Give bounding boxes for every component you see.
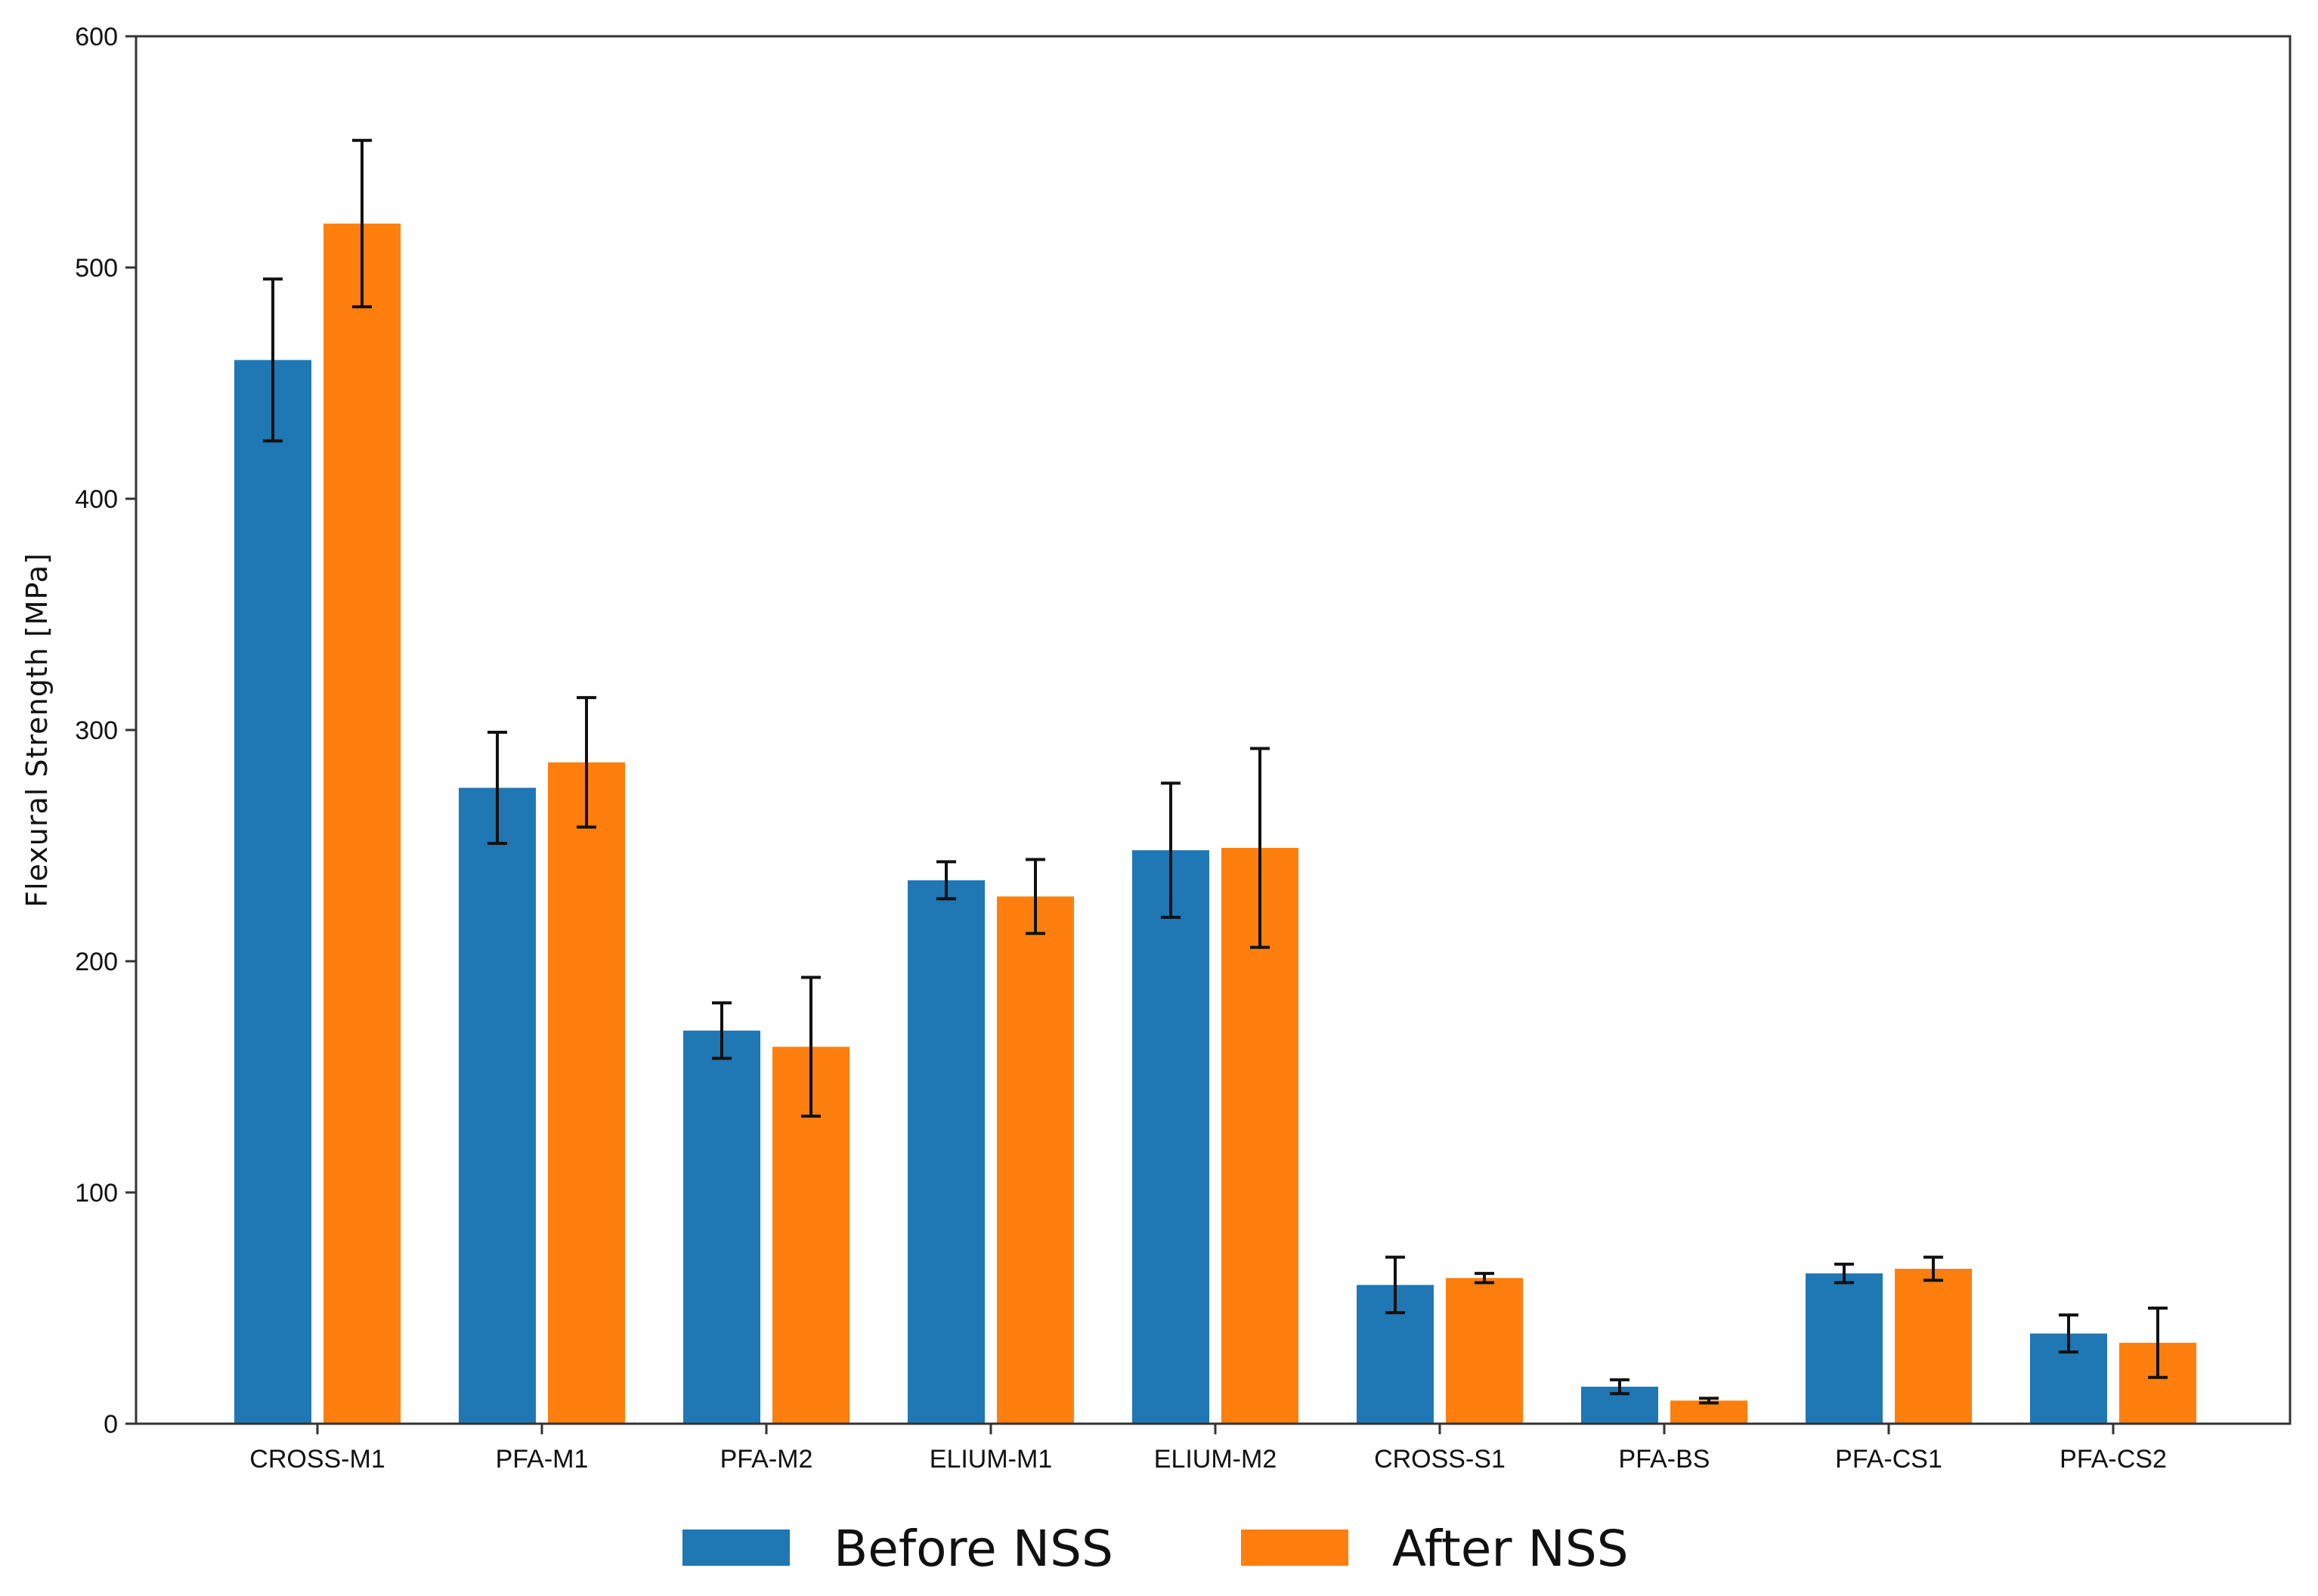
y-tick-label: 300 [75, 716, 118, 745]
error-bar [1475, 1272, 1494, 1285]
legend-label: Before NSS [834, 1520, 1113, 1578]
error-bar [1026, 858, 1045, 936]
y-tick-label: 100 [75, 1179, 118, 1208]
bar-after-nss-cross-s1 [1446, 1278, 1523, 1424]
bars-layer [234, 223, 2196, 1424]
x-tick-label: ELIUM-M1 [930, 1445, 1052, 1474]
bar-after-nss-pfa-m1 [548, 762, 625, 1424]
error-bar [1699, 1396, 1719, 1405]
legend: Before NSS After NSS [682, 1520, 1629, 1578]
y-tick-label: 400 [75, 485, 118, 514]
error-bar [801, 976, 821, 1118]
y-axis: 0 100 200 300 400 500 600 [75, 23, 136, 1439]
error-bar [712, 1001, 732, 1060]
x-tick-label: CROSS-M1 [249, 1445, 385, 1474]
x-tick-label: PFA-M2 [720, 1445, 813, 1474]
bar-before-nss-elium-m1 [908, 880, 985, 1424]
x-tick-label: PFA-CS2 [2060, 1445, 2167, 1474]
error-bar [487, 731, 507, 845]
bar-after-nss-pfa-bs [1670, 1400, 1747, 1424]
x-tick-label: PFA-BS [1619, 1445, 1710, 1474]
error-bar [352, 138, 372, 309]
bar-before-nss-elium-m2 [1132, 850, 1209, 1424]
error-bar [2059, 1313, 2078, 1354]
error-bar [1834, 1262, 1854, 1285]
error-bar [577, 696, 596, 829]
error-bar [263, 277, 283, 443]
x-tick-label: ELIUM-M2 [1154, 1445, 1277, 1474]
error-bar [936, 860, 956, 901]
y-tick-label: 600 [75, 23, 118, 51]
bar-after-nss-pfa-cs1 [1895, 1268, 1972, 1424]
x-tick-label: PFA-CS1 [1835, 1445, 1942, 1474]
bar-after-nss-cross-m1 [323, 223, 401, 1424]
bar-after-nss-elium-m1 [997, 896, 1074, 1424]
error-bar [1385, 1255, 1405, 1315]
x-axis: CROSS-M1 PFA-M1 PFA-M2 ELIUM-M1 ELIUM-M2 CROS… [249, 1424, 2167, 1474]
bar-before-nss-cross-m1 [234, 360, 311, 1424]
bar-before-nss-pfa-m2 [683, 1030, 760, 1424]
legend-swatch [1241, 1530, 1348, 1566]
y-tick-label: 0 [104, 1410, 118, 1439]
x-tick-label: PFA-M1 [496, 1445, 589, 1474]
y-tick-label: 200 [75, 948, 118, 976]
error-bar [1923, 1255, 1943, 1282]
legend-swatch [682, 1530, 790, 1566]
error-bars-layer [263, 138, 2168, 1405]
y-axis-label: Flexural Strength [MPa] [20, 552, 54, 908]
legend-item: Before NSS [682, 1520, 1113, 1578]
bar-before-nss-pfa-cs1 [1806, 1273, 1883, 1424]
error-bar [1250, 747, 1270, 949]
legend-label: After NSS [1392, 1520, 1629, 1578]
y-tick-label: 500 [75, 254, 118, 283]
legend-item: After NSS [1241, 1520, 1629, 1578]
x-tick-label: CROSS-S1 [1374, 1445, 1506, 1474]
bar-before-nss-pfa-m1 [459, 787, 536, 1424]
error-bar [1610, 1378, 1629, 1396]
error-bar [2148, 1307, 2168, 1379]
error-bar [1161, 781, 1181, 919]
